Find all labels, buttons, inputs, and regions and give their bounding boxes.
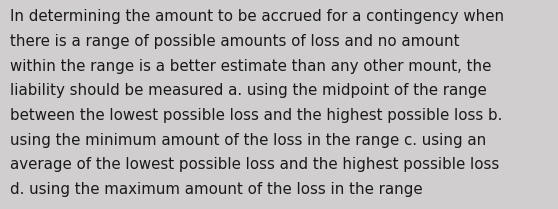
Text: liability should be measured a. using the midpoint of the range: liability should be measured a. using th…	[10, 83, 487, 98]
Text: within the range is a better estimate than any other mount, the: within the range is a better estimate th…	[10, 59, 492, 74]
Text: d. using the maximum amount of the loss in the range: d. using the maximum amount of the loss …	[10, 182, 422, 197]
Text: between the lowest possible loss and the highest possible loss b.: between the lowest possible loss and the…	[10, 108, 502, 123]
Text: In determining the amount to be accrued for a contingency when: In determining the amount to be accrued …	[10, 9, 504, 24]
Text: average of the lowest possible loss and the highest possible loss: average of the lowest possible loss and …	[10, 157, 499, 172]
Text: there is a range of possible amounts of loss and no amount: there is a range of possible amounts of …	[10, 34, 460, 49]
Text: using the minimum amount of the loss in the range c. using an: using the minimum amount of the loss in …	[10, 133, 486, 148]
